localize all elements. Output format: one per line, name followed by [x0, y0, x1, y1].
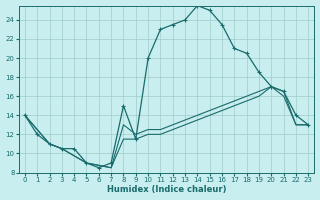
X-axis label: Humidex (Indice chaleur): Humidex (Indice chaleur) [107, 185, 226, 194]
